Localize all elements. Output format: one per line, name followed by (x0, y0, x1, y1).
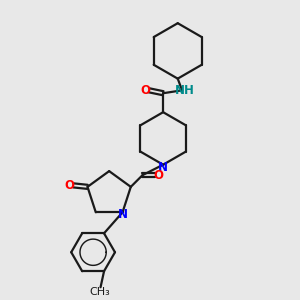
Text: NH: NH (175, 84, 195, 97)
Text: CH₃: CH₃ (90, 286, 110, 297)
Text: O: O (140, 84, 150, 97)
Text: O: O (153, 169, 163, 182)
Text: N: N (118, 208, 128, 221)
Text: O: O (65, 179, 75, 192)
Text: N: N (158, 160, 168, 173)
